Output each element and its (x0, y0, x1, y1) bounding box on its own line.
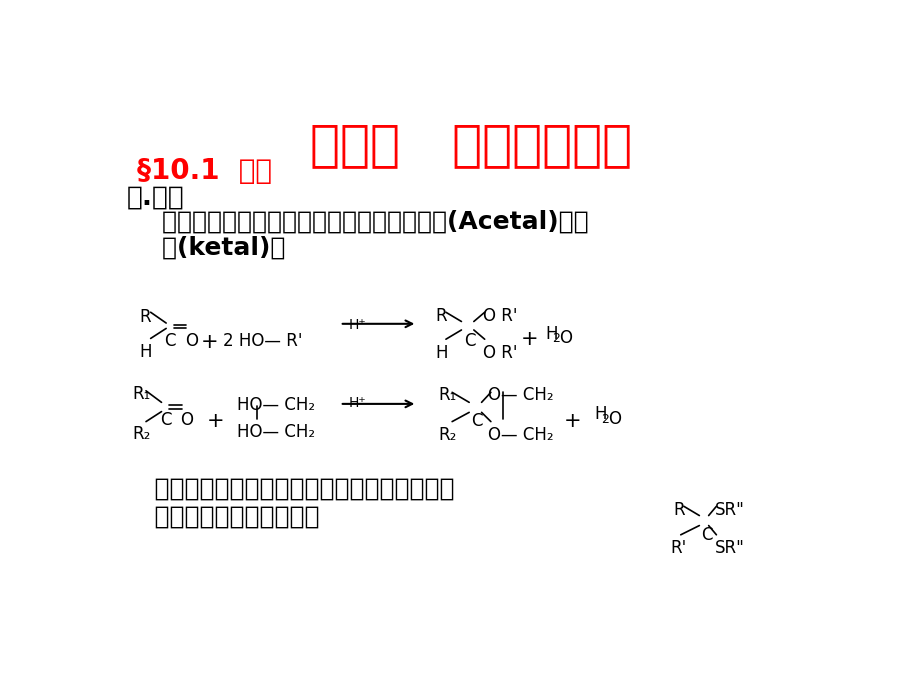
Text: H: H (545, 324, 557, 342)
Text: H: H (140, 343, 153, 361)
Text: O: O (607, 410, 620, 428)
Text: SR": SR" (714, 539, 743, 557)
Text: 2: 2 (600, 413, 608, 426)
Text: 缩醛（酮）更容易生成。: 缩醛（酮）更容易生成。 (137, 505, 319, 529)
Text: HO— CH₂: HO— CH₂ (237, 423, 315, 441)
Text: C: C (160, 411, 171, 428)
Text: R: R (140, 308, 152, 326)
Text: 2 HO— R': 2 HO— R' (223, 333, 302, 351)
Text: H⁺: H⁺ (348, 396, 367, 410)
Text: R₂: R₂ (437, 426, 456, 444)
Text: O R': O R' (482, 344, 517, 362)
Text: SR": SR" (714, 501, 743, 519)
Text: R: R (435, 307, 447, 325)
Text: C: C (700, 526, 711, 544)
Text: O: O (559, 329, 572, 347)
Text: O R': O R' (482, 307, 517, 325)
Text: R₂: R₂ (132, 426, 151, 444)
Text: 醛或酮与醇发生缩合反应生成产物称为缩醛(Acetal)或缩: 醛或酮与醇发生缩合反应生成产物称为缩醛(Acetal)或缩 (127, 210, 587, 234)
Text: H⁺: H⁺ (348, 317, 367, 332)
Text: +: + (200, 333, 218, 353)
Text: R₁: R₁ (437, 386, 456, 404)
Text: H: H (594, 406, 606, 424)
Text: O: O (180, 411, 193, 428)
Text: C: C (471, 413, 482, 431)
Text: O— CH₂: O— CH₂ (487, 386, 553, 404)
Text: O: O (185, 333, 198, 351)
Text: +: + (207, 411, 224, 431)
Text: 一.定义: 一.定义 (127, 184, 184, 210)
Text: R₁: R₁ (132, 386, 150, 404)
Text: C: C (463, 331, 475, 350)
Text: 第十章   缩羰基类香料: 第十章 缩羰基类香料 (310, 121, 632, 169)
Text: O— CH₂: O— CH₂ (487, 426, 553, 444)
Text: C: C (165, 333, 176, 351)
Text: +: + (562, 411, 581, 431)
Text: §10.1  概述: §10.1 概述 (137, 157, 271, 186)
Text: R': R' (669, 539, 686, 557)
Text: 2: 2 (551, 333, 560, 345)
Text: H: H (435, 344, 447, 362)
Text: 缩醛比缩酮容易生成，缩硫醛（酮）比相应的: 缩醛比缩酮容易生成，缩硫醛（酮）比相应的 (137, 477, 454, 501)
Text: +: + (520, 329, 538, 349)
Text: HO— CH₂: HO— CH₂ (237, 396, 315, 414)
Text: 酮(ketal)。: 酮(ketal)。 (127, 235, 285, 259)
Text: R: R (673, 501, 684, 519)
